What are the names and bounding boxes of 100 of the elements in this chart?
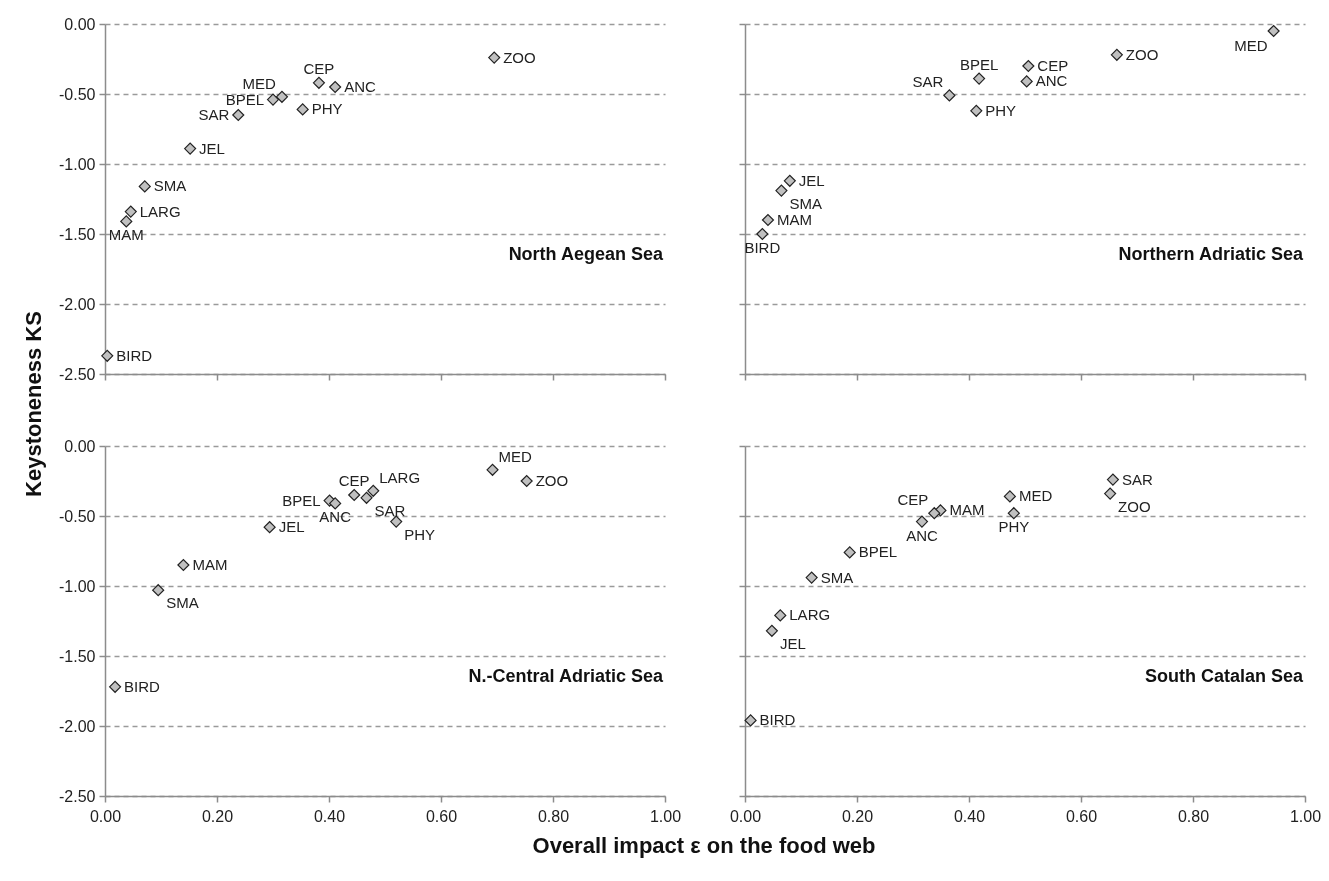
x-tick-label: 1.00 — [649, 807, 682, 825]
point — [275, 90, 289, 103]
point — [805, 571, 818, 584]
point — [1003, 490, 1016, 503]
point — [109, 680, 122, 693]
point — [177, 558, 190, 572]
point — [329, 497, 342, 510]
point — [1267, 24, 1280, 38]
annotation: PHY — [404, 525, 436, 543]
annotation: PHY — [985, 101, 1017, 119]
point — [124, 205, 137, 218]
annotation: SMA — [153, 177, 187, 195]
point — [348, 488, 361, 502]
annotation: BPEL — [225, 90, 264, 108]
annotation: MED — [242, 74, 277, 92]
point — [973, 72, 986, 85]
x-tick-label: 0.80 — [537, 807, 570, 825]
text: N.-Central Adriatic Sea — [468, 666, 664, 686]
annotation: ZOO — [1118, 497, 1151, 515]
annotation: MAM — [949, 501, 985, 519]
annotation: ANC — [344, 78, 376, 95]
annotation: LARG — [789, 606, 831, 624]
point — [263, 521, 276, 534]
annotation: SAR — [1121, 470, 1153, 488]
y-tick-label: -2.50 — [59, 365, 96, 383]
x-tick-label: 0.80 — [1177, 807, 1210, 825]
y-tick-label: -2.00 — [59, 295, 96, 313]
point — [843, 546, 856, 559]
point — [390, 515, 403, 528]
point — [774, 609, 787, 622]
annotation: MAM — [776, 211, 812, 228]
y-tick-label: -0.50 — [59, 507, 96, 525]
point — [360, 491, 373, 504]
point — [1007, 507, 1020, 520]
y-tick-label: 0.00 — [64, 15, 96, 33]
point — [943, 89, 956, 102]
point — [520, 474, 533, 488]
point — [488, 51, 501, 64]
annotation: ANC — [906, 526, 938, 544]
point — [232, 108, 245, 122]
point — [296, 103, 309, 116]
annotation: ZOO — [535, 472, 569, 489]
x-tick-label: 0.20 — [841, 807, 874, 825]
annotation: SMA — [820, 568, 854, 586]
point — [120, 215, 133, 228]
annotation: BIRD — [116, 346, 153, 364]
annotation: LARG — [139, 202, 181, 220]
point — [486, 463, 499, 476]
point — [1020, 75, 1033, 88]
point — [765, 624, 778, 637]
point — [329, 80, 342, 94]
point — [775, 184, 788, 197]
text: Northern Adriatic Sea — [1118, 244, 1304, 264]
annotation: MED — [1234, 37, 1268, 54]
point — [184, 142, 197, 155]
annotation: MED — [1018, 487, 1053, 505]
point — [1110, 48, 1123, 61]
x-tick-label: 0.40 — [953, 807, 986, 825]
point — [761, 213, 775, 227]
y-tick-label: 0.00 — [64, 437, 96, 455]
point — [744, 714, 757, 727]
annotation: ZOO — [503, 48, 536, 66]
x-tick-label: 0.20 — [201, 807, 234, 825]
annotation: BIRD — [124, 677, 161, 695]
annotation: BIRD — [759, 711, 796, 729]
annotation: BIRD — [744, 239, 781, 256]
x-tick-label: 1.00 — [1289, 807, 1322, 825]
annotation: MAM — [108, 226, 144, 244]
y-tick-label: -2.50 — [59, 787, 96, 805]
point — [915, 515, 929, 528]
point — [312, 76, 325, 89]
annotation: JEL — [199, 139, 225, 157]
annotation: BPEL — [959, 55, 999, 73]
annotation: BPEL — [282, 491, 321, 509]
x-axis-title: Overall impact ε on the food web — [532, 833, 876, 859]
point — [1104, 487, 1117, 500]
point — [152, 584, 165, 597]
point — [970, 104, 983, 117]
annotation: SAR — [912, 73, 944, 91]
annotation: JEL — [779, 634, 806, 652]
annotation: CEP — [897, 491, 929, 509]
point — [783, 174, 796, 187]
y-tick-label: -1.00 — [59, 155, 96, 173]
annotation: SAR — [374, 501, 406, 519]
annotation: CEP — [303, 59, 335, 77]
y-tick-label: -1.00 — [59, 577, 96, 595]
point — [928, 507, 941, 520]
y-tick-label: -2.00 — [59, 717, 96, 735]
y-tick-label: -1.50 — [59, 225, 96, 243]
text: North Aegean Sea — [508, 244, 664, 264]
annotation: JEL — [278, 518, 305, 536]
text: South Catalan Sea — [1144, 666, 1304, 686]
point — [1022, 59, 1035, 73]
annotation: JEL — [798, 171, 825, 189]
annotation: MED — [498, 447, 533, 465]
point — [101, 349, 114, 362]
y-axis-title: Keystoneness KS — [21, 311, 47, 497]
x-tick-label: 0.40 — [313, 807, 346, 825]
annotation: CEP — [338, 472, 370, 489]
annotation: SMA — [166, 594, 199, 612]
